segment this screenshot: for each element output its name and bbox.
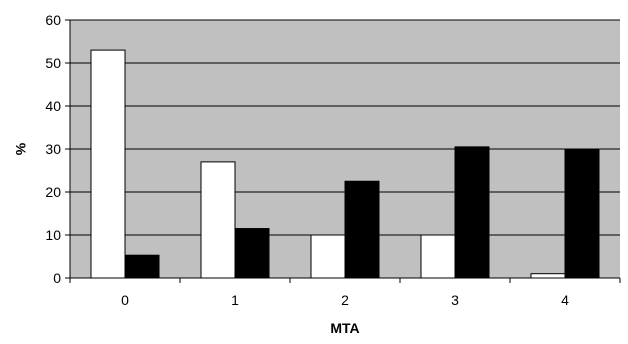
bar-series-2-3 — [454, 146, 490, 279]
y-tick-label: 0 — [53, 270, 61, 286]
bars — [90, 49, 600, 279]
bar-series-1-1 — [200, 161, 236, 279]
bar-series-1-0 — [90, 49, 126, 279]
bar-series-1-3 — [420, 234, 456, 279]
x-axis-ticks: 0 1 2 3 4 — [69, 278, 621, 308]
y-tick-label: 40 — [45, 98, 61, 114]
bar-series-1-2 — [310, 234, 346, 279]
x-tick-label: 3 — [451, 292, 459, 308]
bar-series-2-4 — [564, 149, 600, 279]
y-axis-title: % — [13, 142, 29, 155]
x-axis-title: MTA — [330, 320, 359, 336]
x-tick-label: 0 — [121, 292, 129, 308]
y-tick-label: 10 — [45, 227, 61, 243]
bar-series-1-4 — [530, 273, 566, 279]
y-axis-ticks: 0 10 20 30 40 50 60 — [45, 12, 70, 286]
x-tick-label: 1 — [231, 292, 239, 308]
bar-series-2-2 — [344, 180, 380, 279]
bar-series-2-0 — [124, 254, 160, 279]
bar-series-2-1 — [234, 228, 270, 279]
y-tick-label: 60 — [45, 12, 61, 28]
y-tick-label: 20 — [45, 184, 61, 200]
x-tick-label: 2 — [341, 292, 349, 308]
y-tick-label: 30 — [45, 141, 61, 157]
y-tick-label: 50 — [45, 55, 61, 71]
x-tick-label: 4 — [561, 292, 569, 308]
